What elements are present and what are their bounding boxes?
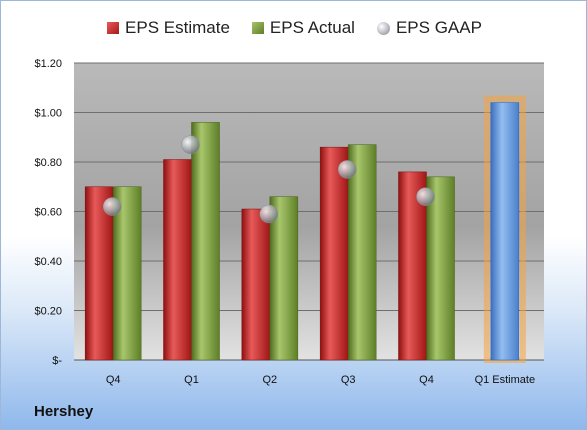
legend-item-eps-estimate: EPS Estimate [107,18,230,38]
bar-eps-actual [191,122,220,361]
x-tick-label: Q2 [262,374,277,386]
bar-eps-estimate [241,208,271,361]
bar-eps-actual [426,176,455,361]
bar-eps-actual [269,196,299,361]
legend-item-eps-gaap: EPS GAAP [376,18,482,38]
bar-eps-actual [347,144,377,361]
x-tick-label: Q4 [419,374,434,386]
legend-label-eps-estimate: EPS Estimate [125,18,230,37]
company-name: Hershey [34,403,94,420]
y-tick-label: $0.40 [34,256,62,268]
legend-swatch-eps-actual [251,22,264,34]
legend-swatch-eps-estimate [107,22,120,34]
bar-eps-estimate [163,159,192,361]
x-tick-label: Q3 [341,374,356,386]
marker-eps-gaap [102,197,122,216]
x-tick-label: Q1 [184,374,199,386]
y-tick-label: $- [52,355,62,367]
y-tick-label: $0.80 [34,157,62,169]
legend: EPS Estimate EPS Actual EPS GAAP [1,18,586,38]
y-tick-label: $1.00 [34,108,62,120]
legend-label-eps-gaap: EPS GAAP [395,18,482,37]
y-tick-label: $0.60 [34,207,62,219]
marker-eps-gaap [181,135,200,154]
x-tick-label: Q4 [106,374,121,386]
x-tick-label: Q1 Estimate [475,374,536,386]
y-tick-label: $1.20 [34,58,62,70]
marker-eps-gaap [337,160,357,179]
legend-swatch-eps-gaap [376,21,390,35]
bar-q1-estimate [490,102,520,361]
y-tick-label: $0.20 [34,306,62,318]
bar-eps-estimate [319,146,349,361]
marker-eps-gaap [416,187,435,206]
legend-item-eps-actual: EPS Actual [251,18,355,38]
marker-eps-gaap [259,204,279,224]
legend-label-eps-actual: EPS Actual [269,18,355,37]
bar-eps-actual [112,186,142,361]
